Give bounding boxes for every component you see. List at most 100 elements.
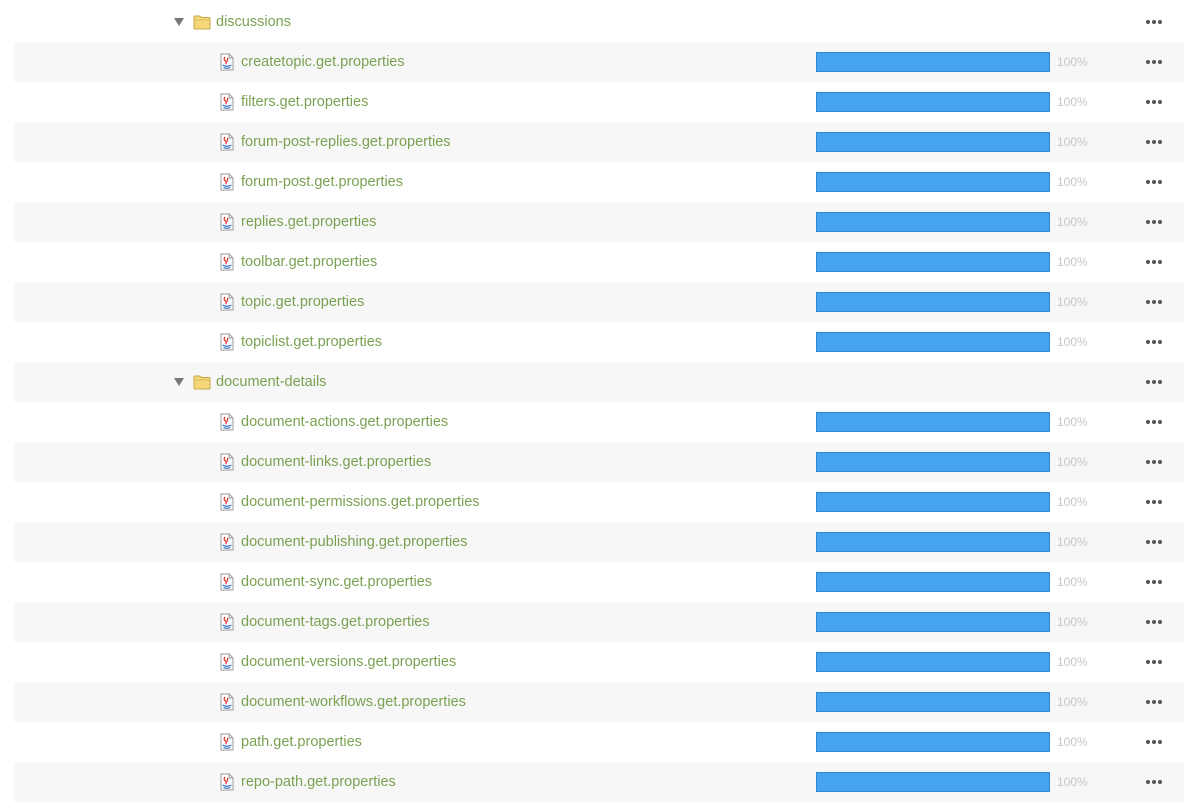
progress-bar-fill <box>817 573 1049 591</box>
file-row[interactable]: filters.get.properties 100% <box>14 82 1184 122</box>
file-name[interactable]: topiclist.get.properties <box>241 334 383 350</box>
progress-bar-fill <box>817 533 1049 551</box>
folder-row[interactable]: document-details <box>14 362 1184 402</box>
file-row[interactable]: document-workflows.get.properties 100% <box>14 682 1184 722</box>
java-properties-file-icon <box>220 613 234 631</box>
progress-bar <box>816 452 1050 472</box>
file-row[interactable]: topiclist.get.properties 100% <box>14 322 1184 362</box>
java-properties-file-icon <box>220 333 234 351</box>
more-actions-icon[interactable] <box>1142 172 1168 192</box>
more-actions-icon[interactable] <box>1142 732 1168 752</box>
file-name[interactable]: document-sync.get.properties <box>241 574 433 590</box>
progress-percent: 100% <box>1057 95 1088 109</box>
java-properties-file-icon <box>220 533 234 551</box>
progress-bar <box>816 92 1050 112</box>
file-name[interactable]: topic.get.properties <box>241 294 365 310</box>
more-actions-icon[interactable] <box>1142 52 1168 72</box>
file-name[interactable]: document-publishing.get.properties <box>241 534 468 550</box>
more-actions-icon[interactable] <box>1142 452 1168 472</box>
progress-percent: 100% <box>1057 735 1088 749</box>
expand-toggle[interactable] <box>172 14 186 28</box>
file-name[interactable]: document-actions.get.properties <box>241 414 449 430</box>
progress-bar-fill <box>817 173 1049 191</box>
progress-bar <box>816 292 1050 312</box>
file-name[interactable]: document-versions.get.properties <box>241 654 457 670</box>
progress-bar <box>816 732 1050 752</box>
java-properties-file-icon <box>220 93 234 111</box>
more-actions-icon[interactable] <box>1142 332 1168 352</box>
more-actions-icon[interactable] <box>1142 372 1168 392</box>
more-actions-icon[interactable] <box>1142 652 1168 672</box>
more-actions-icon[interactable] <box>1142 252 1168 272</box>
java-properties-file-icon <box>220 413 234 431</box>
progress-bar-fill <box>817 413 1049 431</box>
file-name[interactable]: replies.get.properties <box>241 214 377 230</box>
file-row[interactable]: repo-path.get.properties 100% <box>14 762 1184 802</box>
file-row[interactable]: toolbar.get.properties 100% <box>14 242 1184 282</box>
file-name[interactable]: document-permissions.get.properties <box>241 494 480 510</box>
progress-bar-fill <box>817 53 1049 71</box>
file-row[interactable]: forum-post.get.properties 100% <box>14 162 1184 202</box>
progress-bar <box>816 212 1050 232</box>
progress-bar <box>816 612 1050 632</box>
progress-bar <box>816 532 1050 552</box>
expand-toggle[interactable] <box>172 374 186 388</box>
progress-bar <box>816 572 1050 592</box>
progress-bar-fill <box>817 773 1049 791</box>
file-name[interactable]: document-links.get.properties <box>241 454 432 470</box>
file-row[interactable]: document-tags.get.properties 100% <box>14 602 1184 642</box>
file-row[interactable]: topic.get.properties 100% <box>14 282 1184 322</box>
java-properties-file-icon <box>220 653 234 671</box>
more-actions-icon[interactable] <box>1142 12 1168 32</box>
file-row[interactable]: document-permissions.get.properties 100% <box>14 482 1184 522</box>
file-row[interactable]: createtopic.get.properties 100% <box>14 42 1184 82</box>
progress-bar-fill <box>817 613 1049 631</box>
file-row[interactable]: document-actions.get.properties 100% <box>14 402 1184 442</box>
java-properties-file-icon <box>220 53 234 71</box>
more-actions-icon[interactable] <box>1142 692 1168 712</box>
file-name[interactable]: document-tags.get.properties <box>241 614 430 630</box>
progress-percent: 100% <box>1057 175 1088 189</box>
file-row[interactable]: document-versions.get.properties 100% <box>14 642 1184 682</box>
progress-bar <box>816 252 1050 272</box>
folder-name[interactable]: discussions <box>216 14 291 30</box>
progress-percent: 100% <box>1057 535 1088 549</box>
file-name[interactable]: forum-post-replies.get.properties <box>241 134 451 150</box>
more-actions-icon[interactable] <box>1142 292 1168 312</box>
more-actions-icon[interactable] <box>1142 612 1168 632</box>
more-actions-icon[interactable] <box>1142 412 1168 432</box>
file-name[interactable]: path.get.properties <box>241 734 362 750</box>
file-name[interactable]: toolbar.get.properties <box>241 254 378 270</box>
file-row[interactable]: document-publishing.get.properties 100% <box>14 522 1184 562</box>
file-name[interactable]: repo-path.get.properties <box>241 774 396 790</box>
progress-bar-fill <box>817 253 1049 271</box>
file-row[interactable]: path.get.properties 100% <box>14 722 1184 762</box>
file-name[interactable]: filters.get.properties <box>241 94 369 110</box>
more-actions-icon[interactable] <box>1142 772 1168 792</box>
file-name[interactable]: forum-post.get.properties <box>241 174 403 190</box>
more-actions-icon[interactable] <box>1142 132 1168 152</box>
more-actions-icon[interactable] <box>1142 212 1168 232</box>
more-actions-icon[interactable] <box>1142 492 1168 512</box>
progress-bar-fill <box>817 133 1049 151</box>
progress-bar-fill <box>817 693 1049 711</box>
file-name[interactable]: document-workflows.get.properties <box>241 694 466 710</box>
file-name[interactable]: createtopic.get.properties <box>241 54 405 70</box>
progress-bar-fill <box>817 213 1049 231</box>
progress-bar <box>816 412 1050 432</box>
progress-bar <box>816 172 1050 192</box>
file-row[interactable]: replies.get.properties 100% <box>14 202 1184 242</box>
java-properties-file-icon <box>220 573 234 591</box>
progress-bar <box>816 492 1050 512</box>
progress-bar-fill <box>817 653 1049 671</box>
folder-name[interactable]: document-details <box>216 374 327 390</box>
more-actions-icon[interactable] <box>1142 572 1168 592</box>
file-row[interactable]: forum-post-replies.get.properties 100% <box>14 122 1184 162</box>
more-actions-icon[interactable] <box>1142 92 1168 112</box>
folder-row[interactable]: discussions <box>14 2 1184 42</box>
more-actions-icon[interactable] <box>1142 532 1168 552</box>
file-row[interactable]: document-links.get.properties 100% <box>14 442 1184 482</box>
file-row[interactable]: document-sync.get.properties 100% <box>14 562 1184 602</box>
java-properties-file-icon <box>220 293 234 311</box>
progress-percent: 100% <box>1057 655 1088 669</box>
